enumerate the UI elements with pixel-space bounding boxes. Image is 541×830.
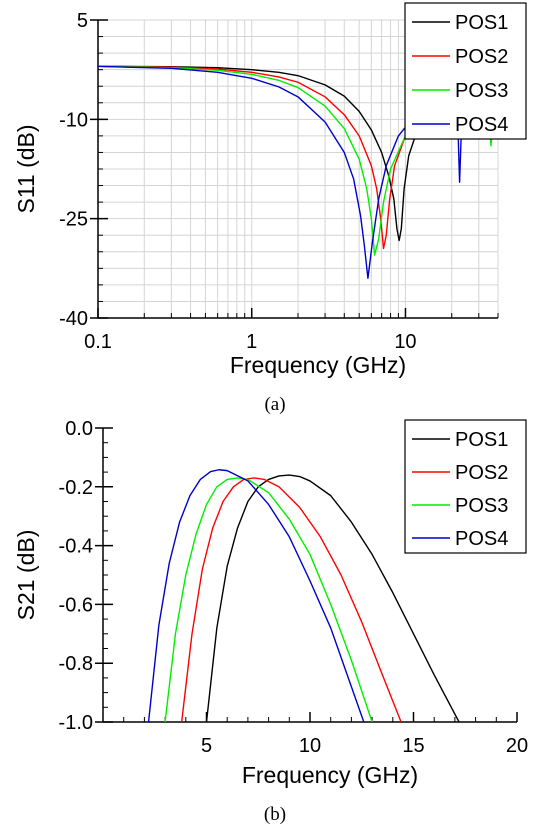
- chart-s21-x-tick-label: 5: [201, 735, 212, 757]
- chart-s21-series-pos1: [205, 474, 460, 722]
- chart-s21-legend-label-pos2: POS2: [455, 462, 508, 484]
- chart-s11-legend-label-pos1: POS1: [455, 12, 508, 34]
- chart-s11-legend-label-pos4: POS4: [455, 114, 508, 136]
- chart-s21-x-tick-label: 15: [402, 735, 424, 757]
- chart-s11-y-tick-label: -10: [59, 109, 88, 131]
- chart-s21-legend-label-pos4: POS4: [455, 528, 508, 550]
- chart-s21-y-tick-label: -1.0: [59, 712, 93, 734]
- chart-s11-x-tick-label: 1: [246, 331, 257, 353]
- chart-s11-legend: POS1 POS2 POS3 POS4: [404, 2, 527, 140]
- chart-s21-y-tick-label: -0.8: [59, 653, 93, 675]
- chart-s21-x-tick-label: 20: [506, 735, 528, 757]
- chart-s21-panel: 5 10 15 20 0.0 -0.2 -0.4 -0.6 -0.8 -1.0 Frequency …: [13, 418, 528, 825]
- chart-s21-series-pos4: [147, 469, 365, 722]
- chart-s11-series-pos4: [98, 65, 498, 279]
- chart-s21-y-axis-label: S21 (dB): [13, 530, 39, 621]
- chart-s21-series-pos3: [164, 477, 373, 722]
- chart-s21-legend-box: [404, 419, 527, 554]
- chart-s11-x-tick-label: 10: [394, 331, 416, 353]
- chart-s11-x-axis-label: Frequency (GHz): [230, 352, 406, 378]
- chart-s21-y-tick-label: 0.0: [65, 418, 93, 440]
- chart-s11-y-tick-label: 5: [77, 10, 88, 32]
- chart-s11-y-tick-label: -40: [59, 308, 88, 330]
- chart-s21-legend-label-pos1: POS1: [455, 429, 508, 451]
- chart-s11-y-axis-label: S11 (dB): [13, 124, 39, 213]
- chart-s11-y-tick-label: -25: [59, 209, 88, 231]
- chart-s21-caption: (b): [264, 804, 286, 825]
- chart-s21-series-group: [147, 469, 460, 722]
- chart-s21-x-axis-label: Frequency (GHz): [242, 762, 418, 788]
- chart-s11-legend-label-pos2: POS2: [455, 46, 508, 68]
- chart-s11-legend-label-pos3: POS3: [455, 80, 508, 102]
- chart-s21-y-tick-label: -0.2: [59, 477, 93, 499]
- chart-s11-x-tick-label: 0.1: [84, 331, 112, 353]
- chart-s11-legend-box: [404, 2, 527, 140]
- chart-s21-legend-label-pos3: POS3: [455, 495, 508, 517]
- chart-s21-x-tick-label: 10: [299, 735, 321, 757]
- chart-s21-legend: POS1 POS2 POS3 POS4: [404, 419, 527, 554]
- chart-s21-y-tick-label: -0.4: [59, 536, 93, 558]
- chart-s21-y-tick-label: -0.6: [59, 594, 93, 616]
- chart-s11-caption: (a): [264, 394, 285, 415]
- chart-s21-series-pos2: [180, 477, 402, 722]
- chart-s11-panel: 0.1 1 10 5 -10 -25 -40 Frequency (GHz) S11 (dB) P…: [13, 2, 527, 415]
